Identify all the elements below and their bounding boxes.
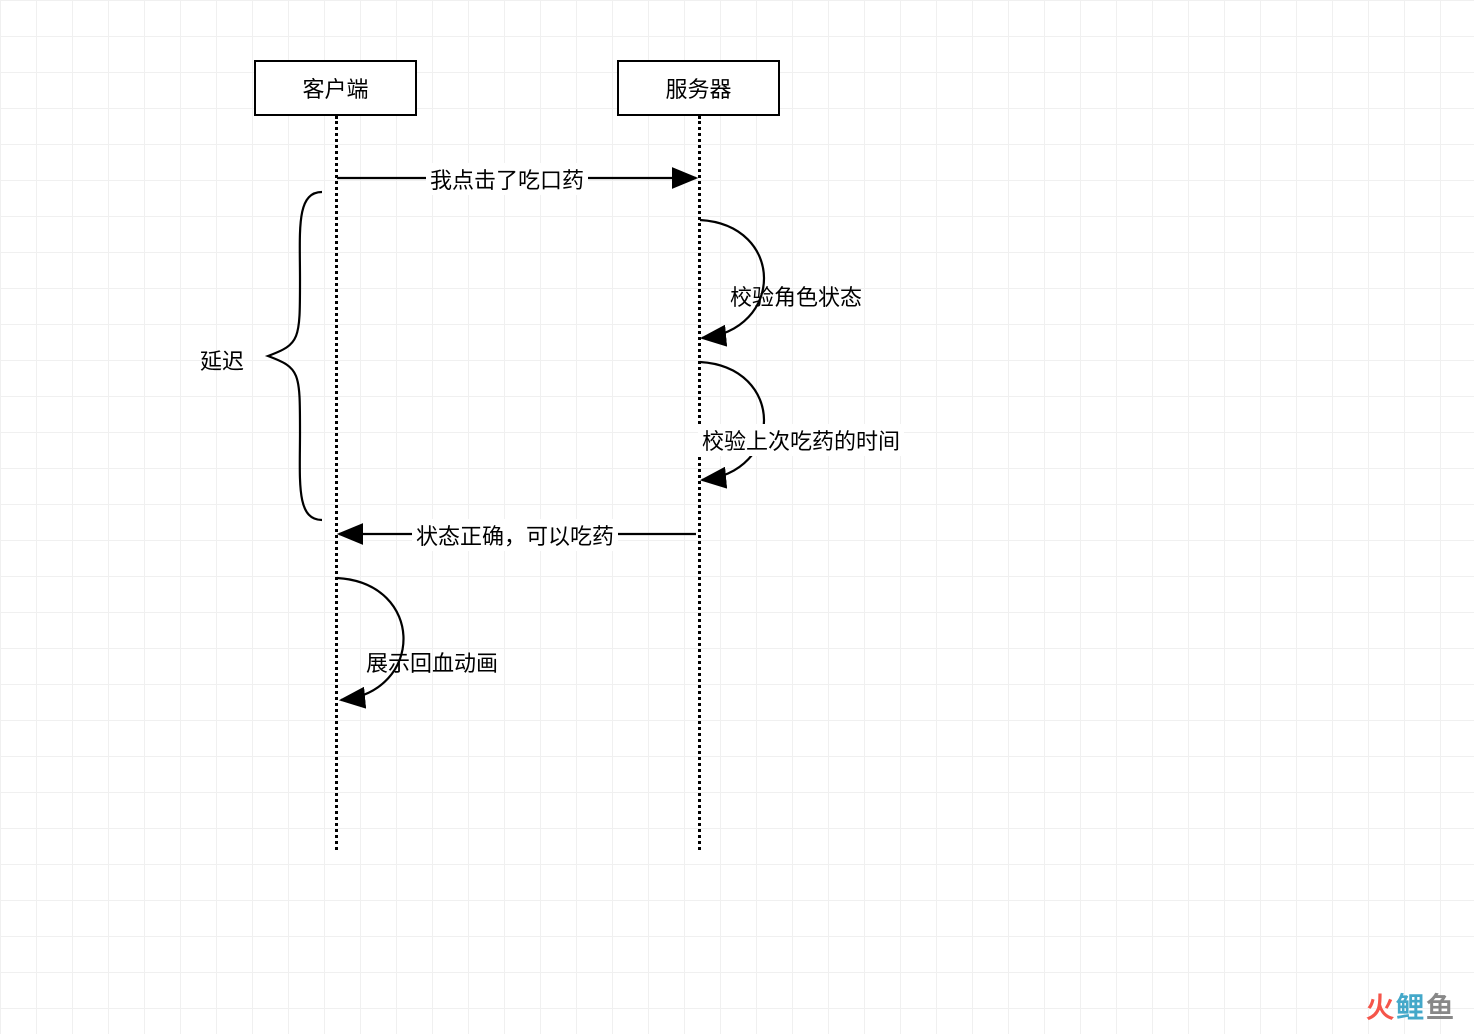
msg-m5-label: 展示回血动画: [362, 646, 502, 678]
msg-m2-label: 校验角色状态: [726, 280, 866, 312]
msg-m3-label: 校验上次吃药的时间: [698, 424, 904, 456]
watermark-char-1: 火: [1366, 992, 1396, 1023]
watermark: 火鲤鱼: [1366, 986, 1456, 1026]
msg-m3-loop: [700, 362, 764, 480]
delay-label: 延迟: [200, 344, 244, 376]
delay-brace: [268, 192, 322, 520]
diagram-canvas: 客户端 服务器 我点击了吃口药 校验角色状态 校验上次吃药的时间 状态正确，可以…: [0, 0, 1474, 1034]
msg-m2-loop: [700, 220, 764, 338]
watermark-char-3: 鱼: [1426, 992, 1456, 1023]
watermark-char-2: 鲤: [1396, 992, 1426, 1023]
msg-m5-loop: [337, 578, 404, 700]
msg-m1-label: 我点击了吃口药: [426, 163, 588, 195]
msg-m4-label: 状态正确，可以吃药: [412, 519, 618, 551]
arrows-svg: [0, 0, 1474, 1034]
